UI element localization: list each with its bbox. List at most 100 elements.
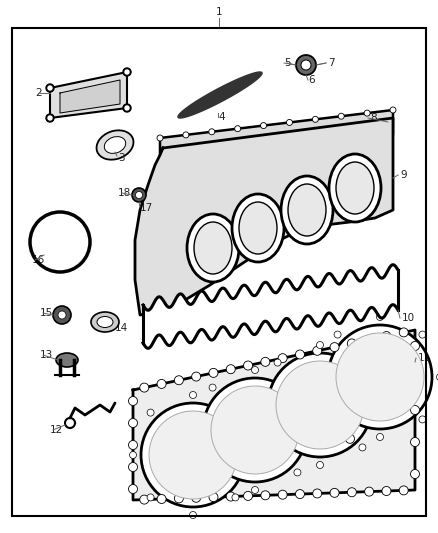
- Circle shape: [364, 110, 370, 116]
- Circle shape: [149, 411, 237, 499]
- Circle shape: [347, 488, 357, 497]
- Circle shape: [346, 379, 354, 389]
- Text: 13: 13: [40, 350, 53, 360]
- Circle shape: [46, 84, 54, 92]
- Circle shape: [226, 365, 235, 374]
- Circle shape: [382, 487, 391, 496]
- Circle shape: [296, 350, 304, 359]
- Circle shape: [377, 401, 384, 408]
- Circle shape: [410, 342, 420, 351]
- Circle shape: [283, 393, 292, 402]
- Circle shape: [232, 409, 239, 416]
- Circle shape: [313, 346, 322, 356]
- Circle shape: [261, 491, 270, 500]
- Circle shape: [334, 331, 341, 338]
- Text: 6: 6: [308, 75, 314, 85]
- Circle shape: [399, 328, 408, 337]
- Circle shape: [312, 116, 318, 123]
- Text: 12: 12: [50, 425, 63, 435]
- Circle shape: [128, 463, 138, 472]
- Circle shape: [147, 494, 154, 501]
- Text: 1: 1: [215, 7, 223, 17]
- Circle shape: [128, 397, 138, 406]
- Ellipse shape: [281, 176, 333, 244]
- Text: 11: 11: [418, 353, 431, 363]
- Circle shape: [218, 407, 226, 416]
- Polygon shape: [50, 72, 127, 118]
- Circle shape: [48, 86, 52, 90]
- Circle shape: [330, 488, 339, 497]
- Circle shape: [128, 418, 138, 427]
- Text: 4: 4: [218, 112, 225, 122]
- Circle shape: [192, 372, 201, 381]
- Circle shape: [128, 440, 138, 449]
- Circle shape: [251, 487, 258, 494]
- Text: 5: 5: [284, 58, 291, 68]
- Circle shape: [399, 486, 408, 495]
- Circle shape: [125, 70, 129, 74]
- Circle shape: [251, 367, 258, 374]
- Circle shape: [261, 357, 270, 366]
- Circle shape: [364, 487, 374, 496]
- Circle shape: [419, 331, 426, 338]
- Circle shape: [190, 512, 197, 519]
- Circle shape: [410, 374, 420, 383]
- Polygon shape: [135, 118, 393, 315]
- Circle shape: [130, 451, 137, 458]
- Circle shape: [328, 325, 432, 429]
- Circle shape: [183, 132, 189, 138]
- Circle shape: [330, 343, 339, 352]
- Polygon shape: [133, 330, 415, 500]
- Ellipse shape: [91, 312, 119, 332]
- Polygon shape: [60, 80, 120, 113]
- Text: 7: 7: [328, 58, 335, 68]
- Circle shape: [157, 135, 163, 141]
- Circle shape: [132, 188, 146, 202]
- Circle shape: [437, 374, 438, 381]
- Circle shape: [46, 114, 54, 122]
- Ellipse shape: [336, 162, 374, 214]
- Ellipse shape: [239, 202, 277, 254]
- Circle shape: [191, 426, 198, 433]
- Circle shape: [53, 306, 71, 324]
- Circle shape: [58, 311, 66, 319]
- Circle shape: [48, 116, 52, 120]
- Circle shape: [334, 416, 341, 423]
- Circle shape: [203, 378, 307, 482]
- Circle shape: [190, 392, 197, 399]
- Polygon shape: [143, 265, 398, 349]
- Ellipse shape: [232, 194, 284, 262]
- Circle shape: [359, 359, 366, 366]
- Circle shape: [268, 353, 372, 457]
- Circle shape: [157, 379, 166, 389]
- Circle shape: [250, 451, 257, 458]
- Circle shape: [226, 492, 235, 501]
- Circle shape: [232, 494, 239, 501]
- Circle shape: [147, 409, 154, 416]
- Circle shape: [211, 386, 299, 474]
- Circle shape: [244, 491, 253, 500]
- Circle shape: [244, 361, 253, 370]
- Ellipse shape: [187, 214, 239, 282]
- Circle shape: [286, 119, 293, 125]
- Circle shape: [283, 448, 292, 457]
- Ellipse shape: [329, 154, 381, 222]
- Circle shape: [123, 68, 131, 76]
- Ellipse shape: [104, 136, 126, 154]
- Circle shape: [209, 368, 218, 377]
- Polygon shape: [178, 72, 262, 118]
- Circle shape: [317, 342, 324, 349]
- Circle shape: [390, 107, 396, 113]
- Ellipse shape: [194, 222, 232, 274]
- Circle shape: [296, 55, 316, 75]
- Circle shape: [235, 126, 240, 132]
- Circle shape: [377, 313, 384, 320]
- Circle shape: [317, 374, 324, 381]
- Circle shape: [317, 462, 324, 469]
- Circle shape: [359, 444, 366, 451]
- Ellipse shape: [97, 317, 113, 327]
- Circle shape: [410, 406, 420, 415]
- Polygon shape: [160, 110, 393, 163]
- Ellipse shape: [96, 131, 134, 160]
- Circle shape: [294, 469, 301, 476]
